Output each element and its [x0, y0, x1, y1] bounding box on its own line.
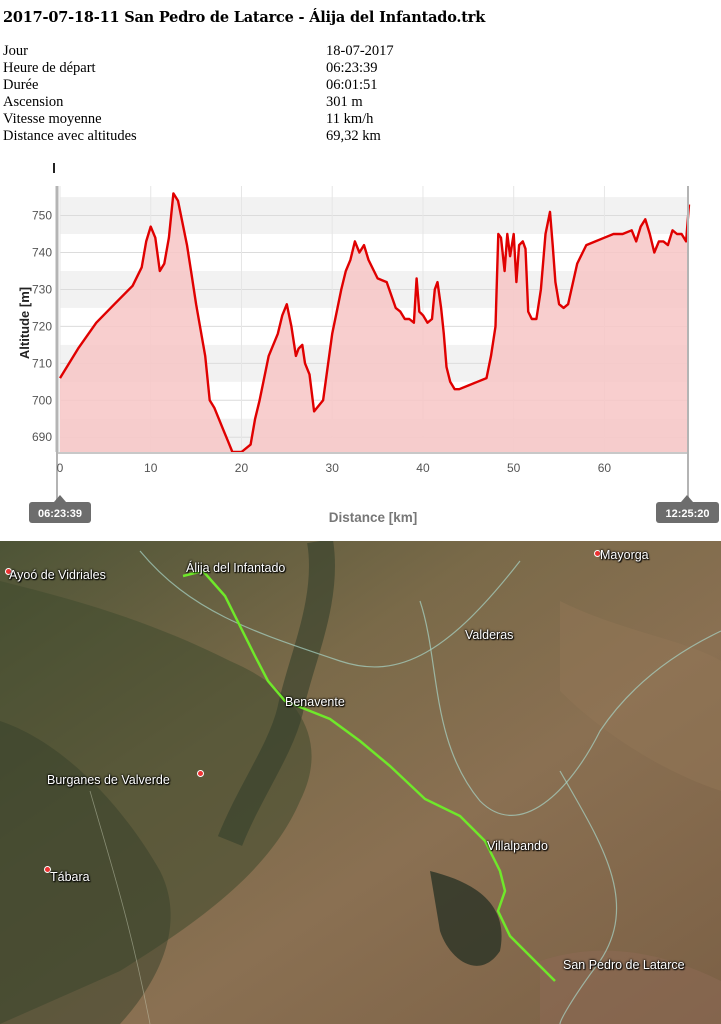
- y-tick-label: 740: [32, 246, 52, 260]
- place-benavente[interactable]: Benavente: [285, 695, 345, 709]
- town-pin-icon: [594, 550, 601, 557]
- x-tick-label: 0: [57, 461, 64, 475]
- end-time-marker[interactable]: 12:25:20: [656, 495, 719, 523]
- chart-axes: [55, 186, 689, 502]
- track-title: 2017-07-18-11 San Pedro de Latarce - Áli…: [3, 9, 486, 26]
- map-terrain: [0, 541, 721, 1024]
- x-tick-label: 40: [416, 461, 430, 475]
- stat-label: Distance avec altitudes: [3, 128, 137, 144]
- start-time-marker[interactable]: 06:23:39: [29, 495, 91, 523]
- place-san-pedro[interactable]: San Pedro de Latarce: [563, 958, 685, 972]
- x-axis-label: Distance [km]: [329, 510, 418, 525]
- stat-value: 301 m: [326, 94, 363, 110]
- place-mayorga[interactable]: Mayorga: [600, 548, 649, 562]
- y-tick-label: 750: [32, 209, 52, 223]
- y-tick-label: 690: [32, 430, 52, 444]
- town-pin-icon: [44, 866, 51, 873]
- stat-value: 69,32 km: [326, 128, 381, 144]
- stat-row-distance: Distance avec altitudes 69,32 km: [3, 128, 603, 145]
- stat-value: 18-07-2017: [326, 43, 394, 59]
- stat-label: Vitesse moyenne: [3, 111, 102, 127]
- satellite-map[interactable]: Ayoó de Vidriales Álija del Infantado Ma…: [0, 541, 721, 1024]
- stat-row-start-time: Heure de départ 06:23:39: [3, 60, 603, 77]
- stat-row-day: Jour 18-07-2017: [3, 43, 603, 60]
- x-tick-label: 30: [326, 461, 340, 475]
- place-valderas[interactable]: Valderas: [465, 628, 514, 642]
- chart-cursor-handle[interactable]: [53, 163, 55, 173]
- town-pin-icon: [197, 770, 204, 777]
- y-tick-label: 700: [32, 393, 52, 407]
- x-tick-labels: 0 10 20 30 40 50 60: [57, 461, 612, 475]
- y-tick-label: 720: [32, 319, 52, 333]
- start-time-label: 06:23:39: [38, 508, 82, 520]
- stat-value: 06:01:51: [326, 77, 378, 93]
- x-tick-label: 50: [507, 461, 521, 475]
- stat-label: Durée: [3, 77, 39, 93]
- place-tabara[interactable]: Tábara: [50, 870, 90, 884]
- x-tick-label: 60: [598, 461, 612, 475]
- y-tick-labels: 690 700 710 720 730 740 750: [32, 209, 52, 445]
- x-tick-label: 20: [235, 461, 249, 475]
- altitude-chart-svg: 0 10 20 30 40 50 60 690 700 710 720 730 740 750 Alti…: [17, 163, 719, 525]
- stat-row-ascent: Ascension 301 m: [3, 94, 603, 111]
- stat-label: Ascension: [3, 94, 64, 110]
- stat-row-duration: Durée 06:01:51: [3, 77, 603, 94]
- stat-value: 06:23:39: [326, 60, 378, 76]
- place-ayoo[interactable]: Ayoó de Vidriales: [9, 568, 106, 582]
- town-pin-icon: [5, 568, 12, 575]
- y-tick-label: 710: [32, 356, 52, 370]
- end-time-label: 12:25:20: [665, 508, 709, 520]
- altitude-area-fill: [60, 193, 689, 452]
- gps-track[interactable]: [182, 569, 556, 982]
- place-burganes[interactable]: Burganes de Valverde: [47, 773, 170, 787]
- altitude-line: [58, 192, 691, 454]
- stat-value: 11 km/h: [326, 111, 374, 127]
- altitude-chart: 0 10 20 30 40 50 60 690 700 710 720 730 740 750 Alti…: [0, 158, 721, 530]
- x-tick-label: 10: [144, 461, 158, 475]
- y-tick-label: 730: [32, 282, 52, 296]
- stats-table: Jour 18-07-2017 Heure de départ 06:23:39 D…: [3, 43, 603, 145]
- stat-row-speed: Vitesse moyenne 11 km/h: [3, 111, 603, 128]
- place-alija[interactable]: Álija del Infantado: [186, 561, 286, 575]
- place-villalpando[interactable]: Villalpando: [487, 839, 548, 853]
- stat-label: Jour: [3, 43, 28, 59]
- stat-label: Heure de départ: [3, 60, 96, 76]
- y-axis-label: Altitude [m]: [17, 287, 32, 359]
